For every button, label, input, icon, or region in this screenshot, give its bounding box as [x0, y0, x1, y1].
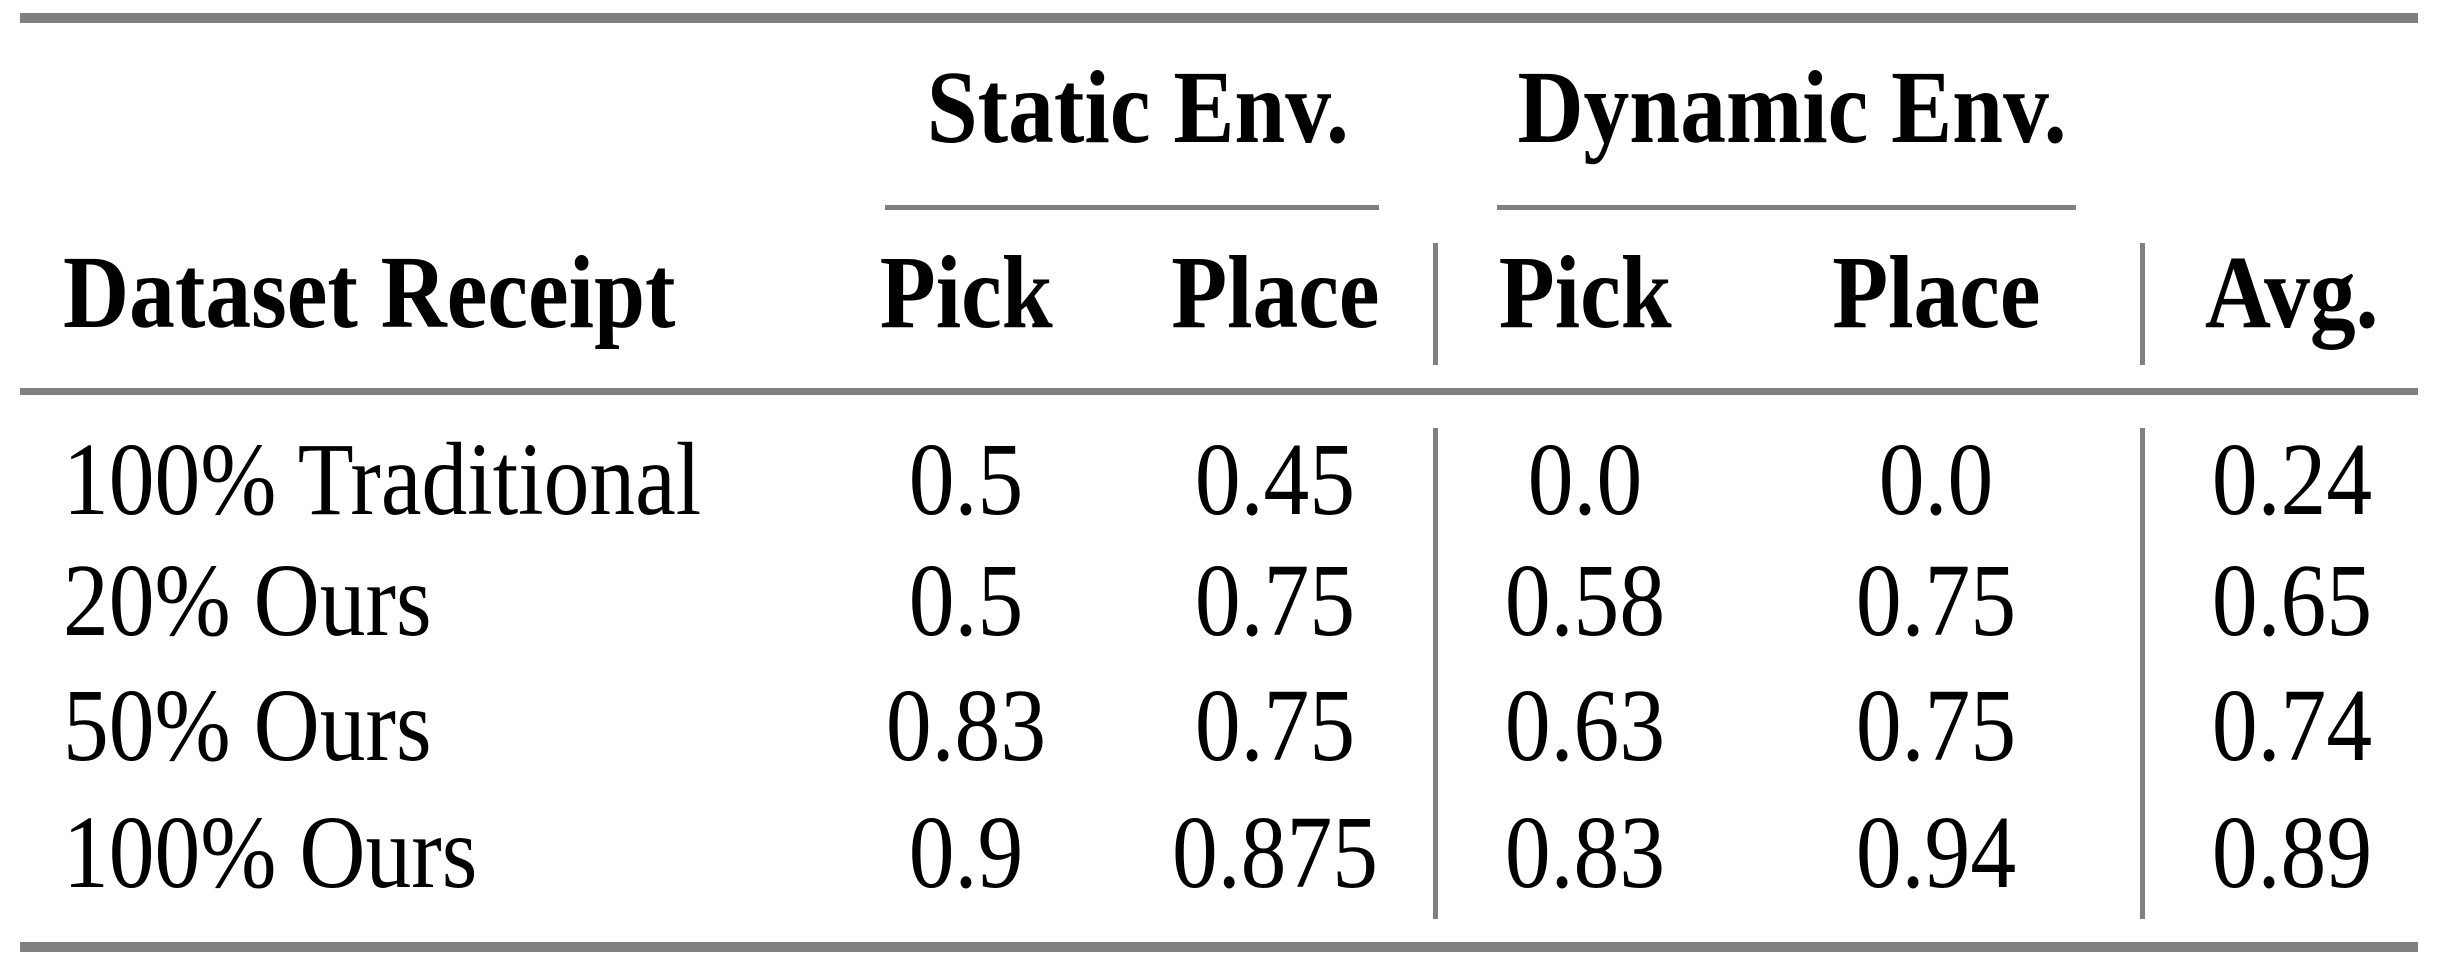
vertical-divider-2-body — [2140, 428, 2145, 919]
header-dynamic-pick: Pick — [1415, 241, 1755, 345]
vertical-divider-1-body — [1433, 428, 1438, 919]
row-label-100pct-traditional: 100% Traditional — [63, 422, 702, 537]
cmidrule-static-env — [885, 205, 1379, 210]
cell-r3-avg: 0.74 — [2211, 668, 2373, 783]
cell-r4-avg: 0.89 — [2211, 795, 2373, 910]
cell-r3-dynamic-place: 0.75 — [1855, 668, 2017, 783]
header-dynamic-pick-label: Pick — [1498, 235, 1672, 350]
cell-r3-static-place: 0.75 — [1194, 668, 1356, 783]
header-dynamic-place-label: Place — [1831, 235, 2041, 350]
cell-r4-dynamic-pick: 0.83 — [1504, 795, 1666, 910]
column-group-static-env: Static Env. — [818, 56, 1458, 160]
header-dataset-receipt-label: Dataset Receipt — [63, 235, 676, 350]
header-static-pick: Pick — [796, 241, 1136, 345]
header-static-pick-label: Pick — [879, 235, 1053, 350]
cell-r2-dynamic-place: 0.75 — [1855, 543, 2017, 658]
cell-r1-dynamic-place: 0.0 — [1878, 422, 1994, 537]
cell-r2-static-place: 0.75 — [1194, 543, 1356, 658]
cell-r4-static-pick: 0.9 — [908, 795, 1024, 910]
top-rule — [20, 13, 2418, 23]
mid-rule — [20, 388, 2418, 395]
cell-r2-avg: 0.65 — [2211, 543, 2373, 658]
header-dynamic-place: Place — [1766, 241, 2106, 345]
row-label-100pct-ours: 100% Ours — [63, 795, 478, 910]
cell-r1-static-pick: 0.5 — [908, 422, 1024, 537]
header-avg-label: Avg. — [2205, 235, 2379, 350]
cell-r4-dynamic-place: 0.94 — [1855, 795, 2017, 910]
cell-r1-static-place: 0.45 — [1194, 422, 1356, 537]
header-static-place: Place — [1105, 241, 1445, 345]
column-group-dynamic-env-label: Dynamic Env. — [1517, 50, 2067, 165]
cell-r3-static-pick: 0.83 — [885, 668, 1047, 783]
header-avg: Avg. — [2122, 241, 2440, 345]
header-static-place-label: Place — [1170, 235, 1380, 350]
column-group-dynamic-env: Dynamic Env. — [1472, 56, 2112, 160]
vertical-divider-1-header — [1433, 243, 1438, 365]
row-label-20pct-ours: 20% Ours — [63, 543, 432, 658]
cmidrule-dynamic-env — [1497, 205, 2076, 210]
header-dataset-receipt: Dataset Receipt — [63, 241, 759, 345]
cell-r2-static-pick: 0.5 — [908, 543, 1024, 658]
cell-r1-avg: 0.24 — [2211, 422, 2373, 537]
vertical-divider-2-header — [2140, 243, 2145, 365]
row-label-50pct-ours: 50% Ours — [63, 668, 432, 783]
cell-r3-dynamic-pick: 0.63 — [1504, 668, 1666, 783]
cell-r1-dynamic-pick: 0.0 — [1527, 422, 1643, 537]
bottom-rule — [20, 942, 2418, 952]
cell-r4-static-place: 0.875 — [1172, 795, 1378, 910]
cell-r2-dynamic-pick: 0.58 — [1504, 543, 1666, 658]
column-group-static-env-label: Static Env. — [926, 50, 1350, 165]
